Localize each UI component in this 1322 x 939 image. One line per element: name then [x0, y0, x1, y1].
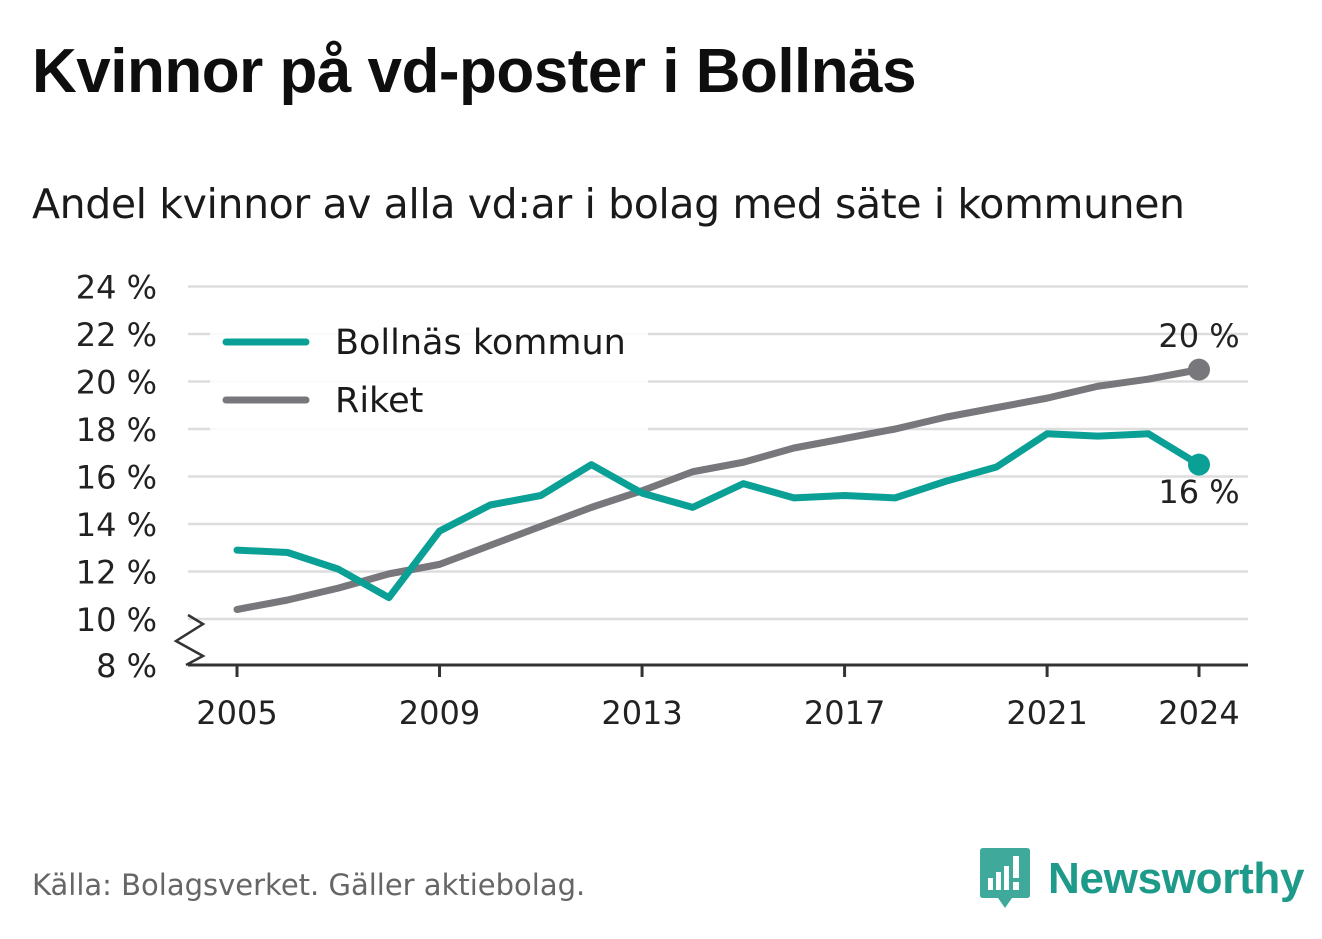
y-tick-label: 20 % — [76, 364, 157, 402]
y-tick-label: 18 % — [76, 411, 157, 449]
brand-logo: Newsworthy — [980, 848, 1304, 910]
x-tick-label: 2005 — [196, 694, 277, 732]
x-tick-label: 2024 — [1158, 694, 1239, 732]
axis-break-icon — [173, 613, 206, 667]
end-point — [1188, 453, 1210, 476]
x-tick-label: 2013 — [601, 694, 682, 732]
y-tick-label: 22 % — [76, 316, 157, 354]
legend-label: Riket — [335, 381, 423, 421]
line-chart: 8 % 10 % 12 % 14 % 16 % 18 % 20 % 22 % 24 % 2005 2… — [76, 269, 1248, 732]
y-tick-label: 10 % — [76, 601, 157, 639]
y-tick-label: 14 % — [76, 506, 157, 544]
series-line — [233, 366, 1203, 613]
x-tick-label: 2009 — [399, 694, 480, 732]
y-tick-label: 12 % — [76, 554, 157, 592]
chart-subtitle: Andel kvinnor av alla vd:ar i bolag med … — [32, 180, 1185, 228]
y-tick-label: 8 % — [96, 647, 157, 685]
source-note: Källa: Bolagsverket. Gäller aktiebolag. — [32, 868, 586, 902]
y-tick-label: 16 % — [76, 459, 157, 497]
data-label: 16 % — [1158, 473, 1239, 511]
end-point — [1188, 358, 1210, 381]
data-label: 20 % — [1158, 317, 1239, 355]
legend-label: Bollnäs kommun — [335, 323, 626, 363]
brand-name: Newsworthy — [1048, 854, 1305, 903]
newsworthy-icon — [980, 848, 1030, 908]
x-tick-label: 2021 — [1006, 694, 1087, 732]
y-tick-label: 24 % — [76, 269, 157, 307]
series-line — [233, 430, 1203, 602]
legend-background — [210, 314, 648, 434]
x-tick-label: 2017 — [804, 694, 885, 732]
chart-title: Kvinnor på vd-poster i Bollnäs — [32, 37, 917, 106]
